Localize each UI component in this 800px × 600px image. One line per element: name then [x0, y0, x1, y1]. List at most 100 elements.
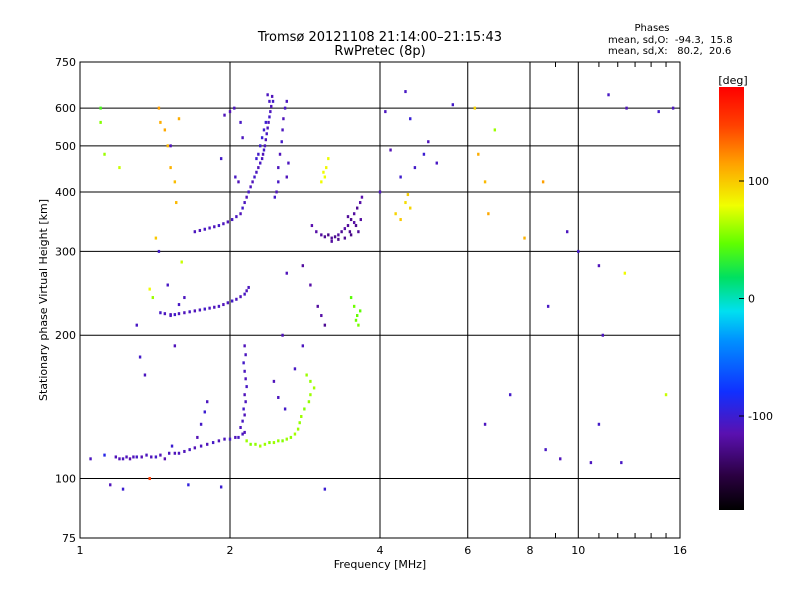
echo-point-0-81: [193, 309, 197, 313]
echo-point-0-110: [245, 195, 248, 199]
x-tick-labels: 1 2 4 6 8 10 16: [77, 544, 688, 557]
echo-point-0-195: [349, 296, 353, 300]
echo-point-0-223: [118, 166, 121, 170]
echo-point-0-177: [343, 236, 347, 240]
echo-point-0-219: [109, 483, 112, 487]
echo-point-0-230: [166, 283, 169, 287]
echo-point-0-27: [237, 435, 240, 439]
echo-point-0-105: [230, 218, 234, 222]
echo-point-0-73: [305, 373, 308, 377]
echo-point-0-62: [285, 437, 288, 441]
echo-point-0-207: [384, 110, 387, 114]
echo-point-0-134: [260, 136, 264, 140]
echo-point-0-111: [247, 190, 250, 194]
echo-point-0-68: [303, 407, 306, 411]
echo-point-0-187: [325, 166, 328, 170]
echo-point-0-190: [394, 212, 397, 216]
echo-point-0-21: [205, 442, 209, 446]
echo-point-0-170: [349, 218, 353, 222]
echo-point-0-218: [89, 457, 92, 461]
echo-point-0-41: [243, 344, 246, 348]
echo-point-0-157: [234, 175, 237, 179]
echo-point-0-231: [169, 314, 172, 318]
echo-point-0-46: [199, 422, 203, 426]
echo-point-0-80: [188, 310, 191, 314]
echo-point-0-128: [270, 104, 273, 108]
echo-point-0-78: [177, 312, 181, 316]
echo-point-0-93: [245, 289, 248, 293]
echo-point-0-132: [270, 94, 274, 98]
echo-point-0-149: [228, 110, 232, 114]
echo-point-0-116: [257, 166, 260, 170]
echo-point-0-163: [327, 233, 330, 237]
echo-point-0-34: [244, 400, 247, 404]
echo-point-0-201: [316, 304, 319, 308]
echo-point-0-212: [399, 175, 402, 179]
echo-point-0-42: [103, 453, 106, 457]
echo-point-0-24: [223, 437, 226, 441]
echo-point-0-267: [493, 128, 497, 132]
echo-point-0-258: [483, 422, 487, 426]
echo-point-0-11: [159, 453, 162, 457]
echo-point-0-17: [183, 449, 186, 453]
echo-point-0-264: [620, 461, 623, 465]
echo-point-0-270: [293, 367, 297, 371]
echo-point-0-145: [283, 106, 287, 110]
stats-x-mode: mean, sd,X: 80.2, 20.6: [608, 46, 731, 57]
echo-point-0-151: [223, 113, 226, 117]
echo-point-0-56: [259, 444, 262, 448]
echo-point-0-121: [263, 144, 267, 148]
echo-point-0-221: [99, 120, 102, 124]
x-tick-label-3: 6: [464, 544, 471, 557]
echo-point-0-254: [607, 93, 610, 97]
echo-point-0-122: [264, 138, 268, 142]
echo-point-0-271: [301, 344, 305, 348]
echo-point-0-108: [241, 206, 244, 210]
plot-frame: [79, 61, 681, 539]
echo-point-0-268: [148, 477, 151, 481]
echo-point-0-49: [196, 435, 199, 439]
echo-point-0-144: [282, 117, 285, 121]
echo-point-0-66: [298, 421, 301, 425]
echo-point-0-162: [323, 235, 327, 239]
echo-point-0-232: [173, 344, 177, 348]
echo-point-0-75: [163, 312, 167, 316]
echo-point-0-155: [285, 175, 288, 179]
echo-point-0-216: [378, 190, 382, 194]
echo-point-0-127: [269, 110, 272, 114]
echo-point-0-43: [121, 487, 125, 491]
echo-point-0-262: [589, 461, 593, 465]
echo-point-0-181: [352, 221, 356, 225]
echo-point-0-71: [312, 386, 316, 390]
echo-point-0-33: [242, 407, 245, 411]
echo-point-0-173: [358, 201, 362, 205]
echo-point-0-84: [208, 306, 211, 310]
echo-point-0-70: [309, 393, 312, 397]
echo-point-0-192: [404, 201, 407, 205]
x-axis-label: Frequency [MHz]: [334, 558, 426, 571]
echo-point-0-83: [203, 307, 206, 311]
echo-point-0-154: [219, 157, 223, 161]
echo-point-0-65: [296, 427, 300, 431]
y-tick-label-6: 600: [55, 102, 76, 115]
echo-point-0-175: [357, 230, 360, 234]
echo-point-0-16: [177, 451, 181, 455]
echo-point-0-26: [234, 435, 237, 439]
y-tick-label-2: 200: [55, 329, 76, 342]
echo-point-0-92: [243, 292, 246, 296]
colorbar-tick-label-2: -100: [748, 410, 773, 423]
echo-point-0-100: [208, 226, 211, 230]
echo-point-0-77: [173, 313, 177, 317]
echo-point-0-12: [163, 457, 167, 461]
echo-point-0-142: [280, 140, 283, 144]
y-tick-label-1: 100: [55, 473, 76, 486]
echo-point-0-185: [320, 180, 323, 184]
echo-point-0-115: [255, 170, 258, 174]
echo-point-0-158: [237, 180, 240, 184]
chart-title: Tromsø 20121108 21:14:00–21:15:43: [257, 30, 502, 45]
echo-point-0-29: [243, 430, 246, 434]
echo-point-0-249: [546, 304, 550, 308]
echo-point-0-95: [177, 303, 181, 307]
echo-point-0-176: [349, 233, 353, 237]
